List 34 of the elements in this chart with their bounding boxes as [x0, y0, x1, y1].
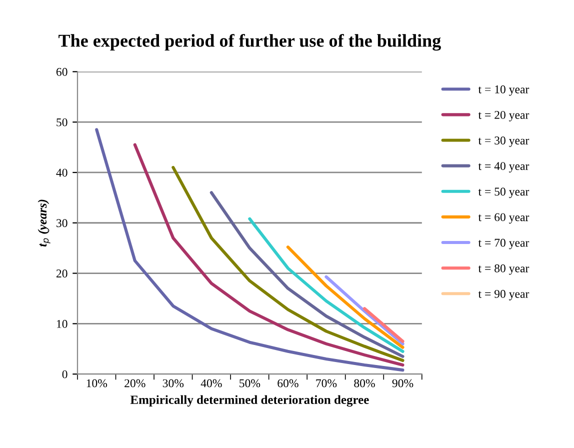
y-tick-label: 0 [62, 370, 68, 378]
legend-label: t = 30 year [478, 136, 530, 147]
line-series [286, 246, 404, 349]
legend-label: t = 10 year [478, 85, 530, 96]
legend-label: t = 40 year [478, 162, 530, 172]
line-series [248, 217, 404, 353]
x-tick-label: 30% [162, 379, 184, 388]
x-tick-label: 20% [124, 379, 146, 388]
line-series [210, 191, 404, 358]
legend-label: t = 50 year [478, 188, 530, 198]
x-tick-label: 80% [354, 379, 375, 388]
y-tick-label: 20 [56, 270, 68, 278]
x-tick-label: 10% [86, 379, 108, 388]
legend-label: t = 70 year [478, 238, 530, 250]
y-tick-label: 40 [56, 168, 68, 177]
legend-label: t = 80 year [478, 264, 530, 275]
x-tick-label: 40% [200, 379, 222, 388]
y-axis-title: t$_{p}$ (years) [38, 200, 50, 247]
line-series [95, 128, 404, 372]
y-tick-label: 50 [56, 118, 68, 126]
y-tick-label: 30 [56, 219, 68, 228]
x-axis-title: Empirically determined deterioration degree [130, 395, 369, 407]
x-tick-label: 50% [240, 379, 260, 388]
y-tick-label: 60 [56, 68, 68, 76]
legend-label: t = 60 year [478, 213, 530, 224]
line-series [172, 166, 404, 362]
x-tick-label: 90% [392, 379, 414, 388]
x-tick-label: 70% [316, 379, 337, 388]
x-tick-label: 60% [278, 379, 298, 388]
line-series [133, 143, 404, 367]
y-tick-label: 10 [57, 320, 68, 328]
chart-title: The expected period of further use of the building [58, 34, 441, 51]
legend-label: t = 90 year [478, 290, 530, 300]
legend-label: t = 20 year [478, 110, 530, 122]
